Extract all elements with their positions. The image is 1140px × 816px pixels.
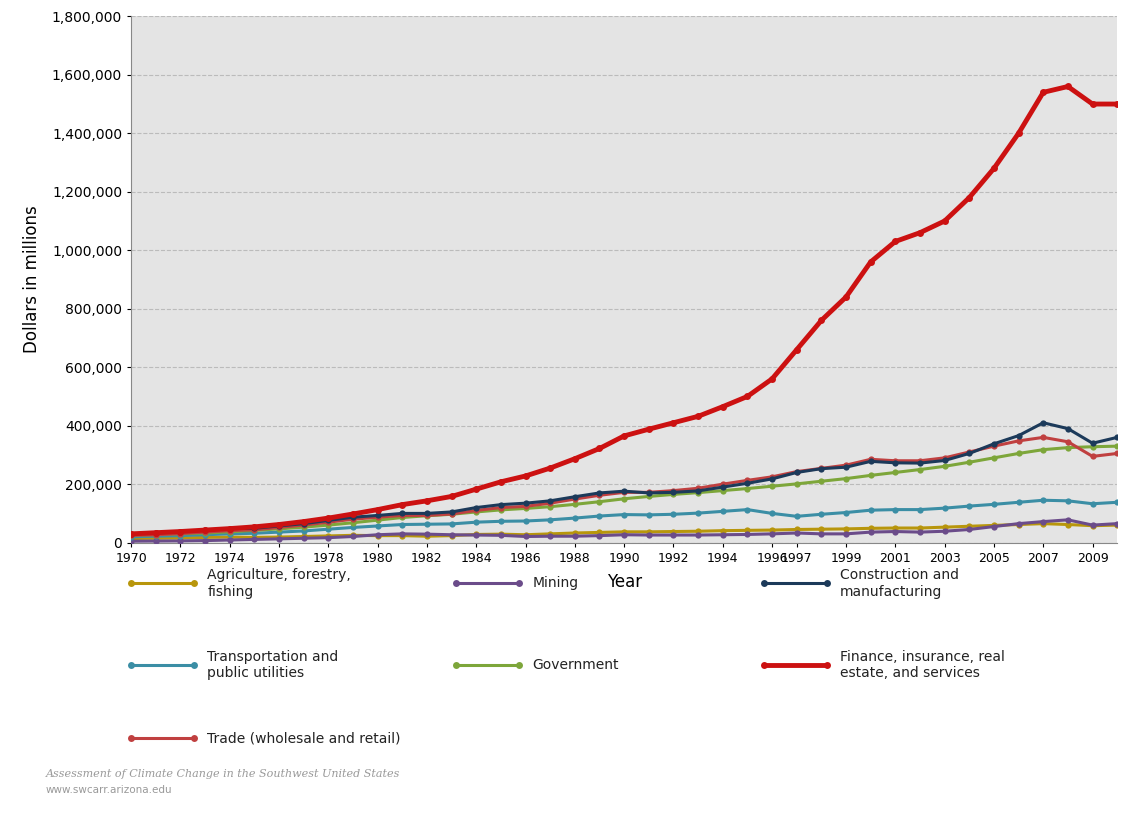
- X-axis label: Year: Year: [606, 573, 642, 591]
- Text: Construction and
manufacturing: Construction and manufacturing: [840, 568, 959, 599]
- Text: Agriculture, forestry,
fishing: Agriculture, forestry, fishing: [207, 568, 351, 599]
- Text: Assessment of Climate Change in the Southwest United States: Assessment of Climate Change in the Sout…: [46, 769, 400, 778]
- Text: www.swcarr.arizona.edu: www.swcarr.arizona.edu: [46, 785, 172, 795]
- Text: Trade (wholesale and retail): Trade (wholesale and retail): [207, 731, 401, 746]
- Text: Finance, insurance, real
estate, and services: Finance, insurance, real estate, and ser…: [840, 650, 1005, 681]
- Text: Transportation and
public utilities: Transportation and public utilities: [207, 650, 339, 681]
- Text: Mining: Mining: [532, 576, 578, 591]
- Text: Government: Government: [532, 658, 619, 672]
- Y-axis label: Dollars in millions: Dollars in millions: [23, 206, 41, 353]
